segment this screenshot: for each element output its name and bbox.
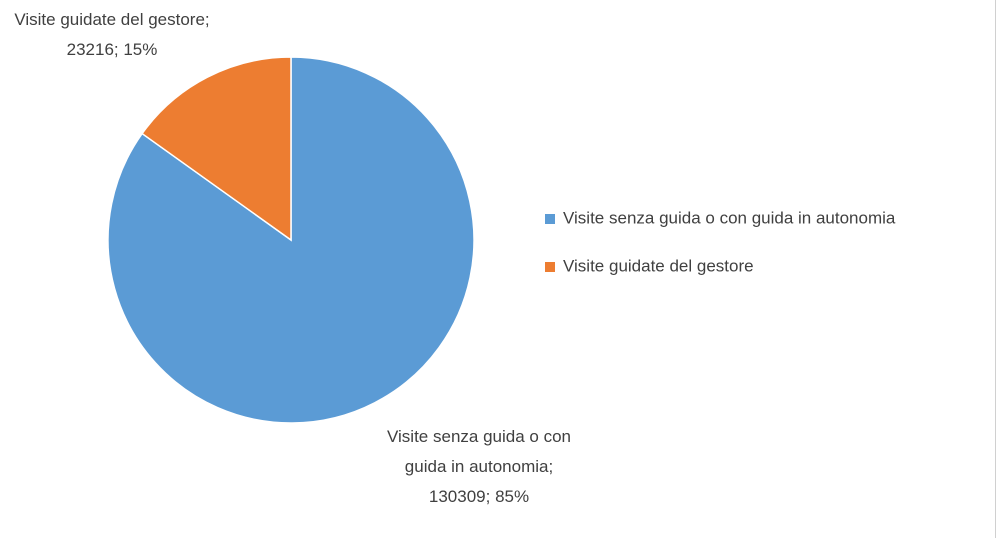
data-label: Visite guidate del gestore; 23216; 15% (14, 10, 210, 59)
legend-label: Visite guidate del gestore (563, 256, 754, 275)
legend-swatch (545, 214, 555, 224)
data-label: Visite senza guida o con guida in autono… (387, 427, 571, 506)
legend-swatch (545, 262, 555, 272)
legend-label: Visite senza guida o con guida in autono… (563, 208, 896, 227)
pie-slice (141, 56, 292, 242)
